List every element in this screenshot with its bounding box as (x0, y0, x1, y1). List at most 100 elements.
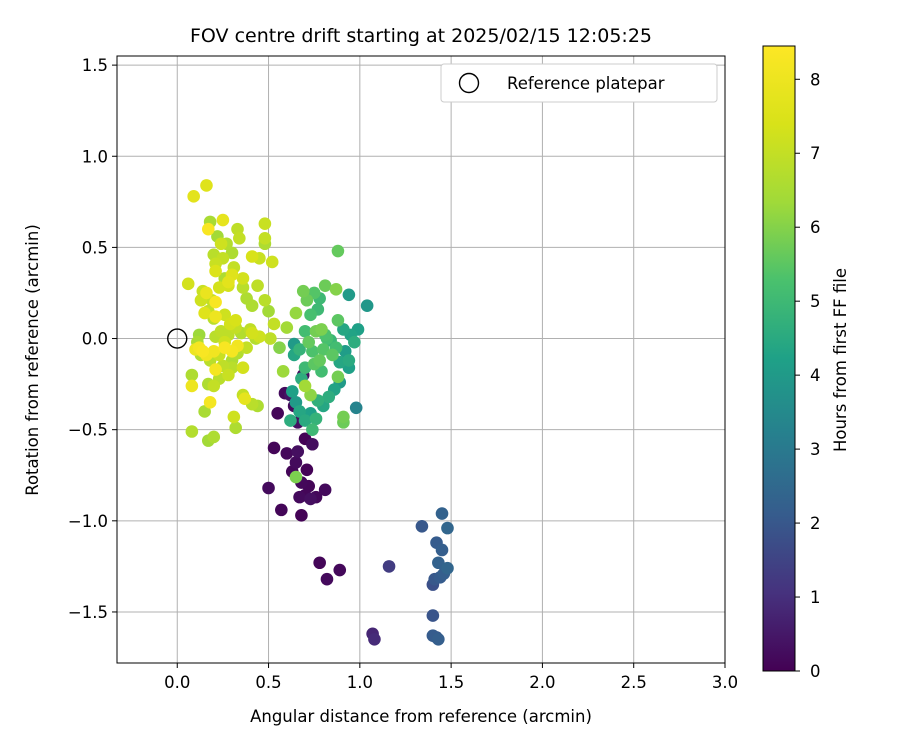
scatter-point (185, 368, 199, 382)
scatter-point (227, 410, 241, 424)
grid-lines (117, 56, 726, 663)
scatter-point (273, 341, 286, 354)
scatter-point (415, 519, 429, 533)
x-tick-label: 1.0 (347, 673, 373, 692)
scatter-point (348, 335, 361, 349)
scatter-point (258, 217, 272, 230)
scatter-point (200, 286, 213, 300)
x-tick-label: 0.5 (255, 673, 281, 692)
scatter-point (229, 314, 242, 327)
scatter-point (218, 341, 232, 354)
scatter-point (267, 317, 281, 331)
colorbar-tick-label: 2 (810, 514, 821, 533)
reference-platepar-marker (167, 328, 188, 349)
scatter-point (302, 335, 316, 349)
colorbar-tick-label: 4 (810, 366, 821, 385)
legend-entry-label: Reference platepar (507, 74, 665, 93)
scatter-point (198, 405, 211, 418)
scatter-point (258, 293, 272, 307)
scatter-point (275, 503, 288, 517)
scatter-point (298, 324, 312, 338)
scatter-point (331, 314, 345, 327)
scatter-point (187, 190, 200, 203)
scatter-point (342, 354, 356, 367)
scatter-point (236, 361, 250, 375)
colorbar-tick-label: 7 (810, 144, 821, 163)
scatter-point (291, 445, 305, 458)
scatter-point (304, 308, 317, 322)
scatter-point (333, 563, 347, 577)
scatter-point (315, 323, 328, 336)
scatter-point (382, 560, 396, 573)
scatter-point (318, 279, 332, 292)
x-tick-label: 2.0 (529, 673, 555, 692)
scatter-point (337, 410, 350, 424)
scatter-point (293, 405, 306, 418)
scatter-point (185, 379, 199, 393)
y-axis-label: Rotation from reference (arcmin) (23, 224, 42, 496)
scatter-point (229, 421, 242, 435)
x-tick-label: 2.5 (621, 673, 647, 692)
scatter-point (258, 231, 272, 245)
scatter-point (309, 412, 323, 426)
colorbar-ticks: 0 1 2 3 4 5 6 7 8 (795, 70, 821, 681)
scatter-point (289, 470, 303, 484)
scatter-point (320, 572, 334, 586)
x-axis-label: Angular distance from reference (arcmin) (250, 707, 592, 726)
scatter-point (201, 222, 215, 236)
colorbar-tick-label: 3 (810, 440, 821, 459)
colorbar-tick-label: 0 (810, 662, 821, 681)
scatter-point (304, 492, 317, 506)
scatter-point (426, 609, 440, 622)
scatter-point (285, 385, 299, 398)
scatter-point (306, 423, 319, 436)
scatter-point (289, 456, 303, 469)
x-tick-label: 0.0 (164, 673, 190, 692)
scatter-point (203, 396, 217, 409)
scatter-point (245, 326, 259, 340)
legend-reference-marker (458, 72, 480, 94)
scatter-point (267, 441, 281, 455)
x-tick-label: 1.5 (438, 673, 464, 692)
legend: Reference platepar (440, 63, 718, 103)
scatter-point (432, 633, 445, 646)
scatter-point (280, 447, 294, 460)
scatter-point (298, 379, 312, 393)
scatter-point (342, 288, 356, 302)
scatter-point (432, 556, 445, 570)
y-tick-label: −1.5 (68, 603, 108, 622)
scatter-point (181, 277, 195, 291)
scatter-point (236, 281, 250, 294)
scatter-point (209, 264, 222, 278)
scatter-point (284, 414, 297, 427)
scatter-point (441, 561, 454, 575)
scatter-point (306, 437, 319, 451)
scatter-point (196, 344, 210, 358)
scatter-point (326, 348, 339, 362)
scatter-point (298, 414, 312, 427)
chart-title: FOV centre drift starting at 2025/02/15 … (190, 25, 652, 47)
y-tick-label: 0.0 (82, 330, 108, 349)
colorbar: 0 1 2 3 4 5 6 7 8 Hours from first FF file (762, 45, 850, 681)
scatter-point (264, 332, 277, 345)
scatter-point (209, 363, 222, 376)
scatter-point (300, 463, 314, 477)
scatter-point (245, 250, 259, 263)
scatter-point (262, 304, 275, 318)
colorbar-tick-label: 6 (810, 218, 821, 237)
colorbar-label: Hours from first FF file (831, 268, 850, 452)
plot-area-frame (116, 55, 726, 664)
y-tick-label: 1.0 (82, 147, 108, 166)
scatter-points (181, 179, 454, 646)
scatter-point (331, 370, 345, 384)
scatter-point (296, 284, 310, 298)
scatter-point (304, 388, 317, 402)
colorbar-tick-label: 8 (810, 70, 821, 89)
scatter-point (289, 306, 303, 320)
scatter-point (265, 255, 279, 269)
scatter-point (441, 521, 454, 535)
y-tick-label: −0.5 (68, 421, 108, 440)
scatter-point (280, 321, 294, 334)
